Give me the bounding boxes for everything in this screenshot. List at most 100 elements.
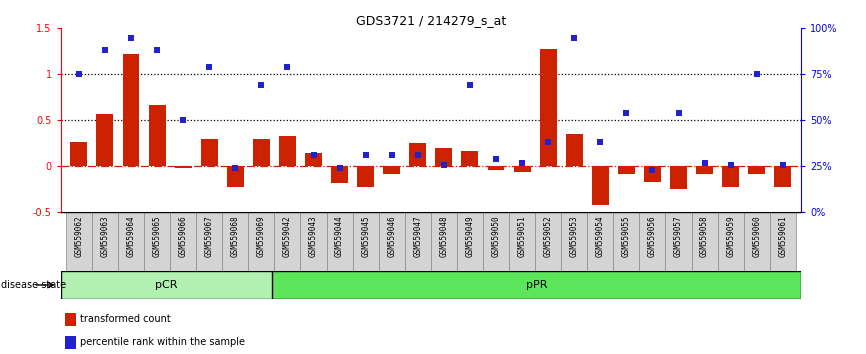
Bar <box>670 166 687 189</box>
Text: GSM559049: GSM559049 <box>465 215 475 257</box>
Bar <box>170 212 197 271</box>
Text: GSM559051: GSM559051 <box>518 215 527 257</box>
Title: GDS3721 / 214279_s_at: GDS3721 / 214279_s_at <box>356 14 506 27</box>
Point <box>72 72 86 77</box>
Bar <box>227 166 243 187</box>
Point <box>619 110 633 116</box>
Bar <box>770 212 796 271</box>
Point <box>515 160 529 166</box>
Bar <box>514 166 531 172</box>
Text: GSM559068: GSM559068 <box>231 215 240 257</box>
Point <box>255 82 268 88</box>
Bar <box>692 212 718 271</box>
Text: GSM559043: GSM559043 <box>309 215 318 257</box>
Text: GSM559060: GSM559060 <box>753 215 761 257</box>
Point <box>698 160 712 166</box>
Point <box>359 153 372 158</box>
Point <box>98 47 112 53</box>
Bar <box>144 212 170 271</box>
Text: GSM559057: GSM559057 <box>674 215 683 257</box>
Bar <box>65 336 76 349</box>
Bar <box>457 212 483 271</box>
Bar <box>378 212 404 271</box>
Text: GSM559055: GSM559055 <box>622 215 630 257</box>
Bar <box>149 105 165 166</box>
Point <box>489 156 503 162</box>
Text: GSM559046: GSM559046 <box>387 215 397 257</box>
Point <box>124 35 138 40</box>
Bar <box>301 212 326 271</box>
Bar <box>305 153 322 166</box>
Text: GSM559048: GSM559048 <box>439 215 449 257</box>
Text: GSM559066: GSM559066 <box>178 215 188 257</box>
Bar <box>665 212 692 271</box>
Text: GSM559069: GSM559069 <box>257 215 266 257</box>
Text: percentile rank within the sample: percentile rank within the sample <box>80 337 245 348</box>
Text: pPR: pPR <box>526 280 547 290</box>
Bar <box>279 136 296 166</box>
Bar <box>249 212 275 271</box>
Text: GSM559063: GSM559063 <box>100 215 109 257</box>
Bar <box>357 166 374 187</box>
Bar <box>253 139 270 166</box>
Text: pCR: pCR <box>155 280 178 290</box>
Bar <box>175 166 191 168</box>
Bar <box>61 271 272 299</box>
Point <box>203 64 216 70</box>
Bar <box>644 166 661 182</box>
Text: GSM559042: GSM559042 <box>283 215 292 257</box>
Bar <box>774 166 792 187</box>
Bar <box>223 212 249 271</box>
Text: transformed count: transformed count <box>80 314 171 325</box>
Bar <box>118 212 144 271</box>
Bar <box>326 212 352 271</box>
Point <box>463 82 477 88</box>
Bar <box>618 166 635 174</box>
Bar <box>197 212 223 271</box>
Text: GSM559050: GSM559050 <box>492 215 501 257</box>
Text: GSM559052: GSM559052 <box>544 215 553 257</box>
Text: GSM559056: GSM559056 <box>648 215 657 257</box>
Bar <box>639 212 665 271</box>
Bar <box>591 166 609 205</box>
Bar <box>565 134 583 166</box>
Bar <box>331 166 348 183</box>
Bar <box>436 148 452 166</box>
Text: GSM559062: GSM559062 <box>74 215 83 257</box>
Bar <box>488 166 505 170</box>
Text: GSM559047: GSM559047 <box>413 215 423 257</box>
Bar <box>696 166 713 174</box>
Bar <box>201 139 217 166</box>
Bar <box>70 142 87 166</box>
Point <box>410 153 424 158</box>
Point <box>593 139 607 145</box>
Point <box>176 118 190 123</box>
Text: GSM559065: GSM559065 <box>152 215 162 257</box>
Bar <box>483 212 509 271</box>
Bar <box>410 143 426 166</box>
Bar <box>509 212 535 271</box>
Point <box>567 35 581 40</box>
Bar <box>272 271 801 299</box>
Bar <box>431 212 457 271</box>
Text: GSM559044: GSM559044 <box>335 215 344 257</box>
Bar <box>718 212 744 271</box>
Point <box>750 72 764 77</box>
Bar <box>462 151 478 166</box>
Bar <box>722 166 739 187</box>
Point <box>333 165 346 171</box>
Bar <box>540 48 557 166</box>
Point <box>541 139 555 145</box>
Bar <box>66 212 92 271</box>
Bar <box>748 166 766 174</box>
Text: GSM559058: GSM559058 <box>700 215 709 257</box>
Bar <box>123 54 139 166</box>
Text: GSM559064: GSM559064 <box>126 215 135 257</box>
Bar <box>535 212 561 271</box>
Point <box>776 162 790 167</box>
Text: GSM559059: GSM559059 <box>727 215 735 257</box>
Point <box>281 64 294 70</box>
Text: GSM559045: GSM559045 <box>361 215 370 257</box>
Text: GSM559067: GSM559067 <box>204 215 214 257</box>
Bar <box>744 212 770 271</box>
